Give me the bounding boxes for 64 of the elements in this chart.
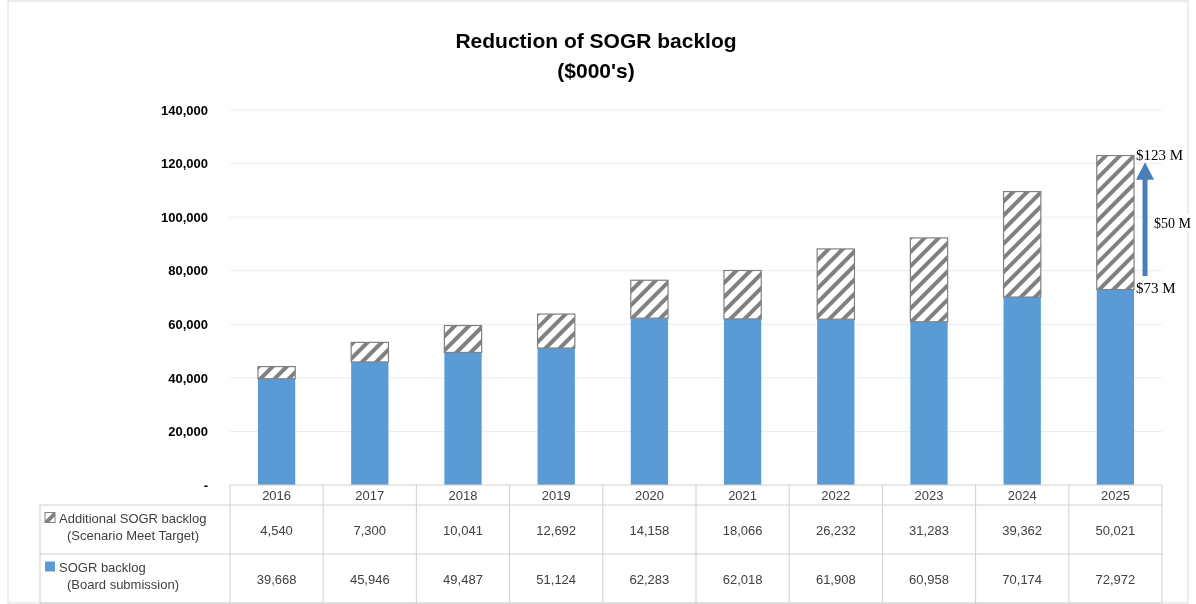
- data-label: 45,946: [349, 571, 390, 587]
- bar: [350, 341, 390, 363]
- data-label: 39,362: [1002, 522, 1043, 538]
- y-tick-label: 100,000: [161, 209, 208, 225]
- bar: [536, 313, 576, 349]
- data-label: 14,158: [629, 522, 670, 538]
- data-label: 49,487: [443, 571, 483, 587]
- y-tick-label: 60,000: [168, 316, 208, 332]
- bar: [630, 318, 669, 485]
- x-tick-label: 2019: [541, 488, 571, 503]
- data-label: 10,041: [443, 522, 483, 538]
- x-tick-label: 2023: [914, 488, 944, 503]
- bar: [1096, 289, 1135, 485]
- y-tick-label: -: [203, 477, 208, 493]
- data-label: 26,232: [815, 522, 856, 538]
- bar: [443, 324, 483, 354]
- data-label: 7,300: [353, 522, 387, 538]
- x-tick-label: 2022: [821, 488, 851, 503]
- y-tick-label: 80,000: [168, 263, 208, 279]
- chart-subtitle: ($000's): [557, 59, 635, 82]
- bar: [1003, 297, 1041, 485]
- bar: [537, 348, 575, 485]
- legend-label: SOGR backlog (Board submission): [59, 559, 179, 592]
- bar: [630, 279, 669, 319]
- x-tick-label: 2020: [634, 488, 664, 503]
- data-label: 4,540: [260, 522, 293, 538]
- bar: [1002, 191, 1042, 298]
- y-tick-label: 120,000: [161, 156, 208, 172]
- x-tick-label: 2024: [1007, 488, 1037, 503]
- chart-title: Reduction of SOGR backlog: [455, 29, 737, 52]
- data-label: 31,283: [909, 522, 949, 538]
- x-tick-label: 2016: [262, 488, 292, 503]
- bar: [816, 248, 856, 320]
- bar: [723, 318, 762, 485]
- x-tick-label: 2025: [1100, 488, 1130, 503]
- data-label: 70,174: [1002, 571, 1043, 587]
- legend-label: Additional SOGR backlog (Scenario Meet Target): [59, 510, 207, 543]
- bar: [910, 321, 948, 485]
- data-label: 50,021: [1095, 522, 1136, 538]
- bar: [444, 352, 482, 485]
- data-label: 39,668: [256, 571, 297, 587]
- data-label: 61,908: [815, 571, 856, 587]
- bar: [257, 378, 296, 485]
- data-label: 12,692: [536, 522, 577, 538]
- bar: [351, 361, 389, 485]
- x-tick-label: 2021: [728, 488, 758, 503]
- bar: [723, 269, 762, 320]
- y-tick-label: 140,000: [161, 102, 208, 118]
- annotation: $73 M: [1136, 280, 1176, 297]
- annotation: $123 M: [1136, 146, 1184, 163]
- bar: [817, 319, 855, 485]
- data-label: 51,124: [536, 571, 577, 587]
- y-tick-label: 40,000: [168, 370, 208, 386]
- y-tick-label: 20,000: [168, 424, 208, 440]
- annotation: $50 M: [1154, 215, 1192, 231]
- bar: [909, 237, 949, 323]
- bar: [257, 365, 296, 380]
- x-tick-label: 2017: [355, 488, 385, 503]
- data-label: 60,958: [909, 571, 949, 587]
- data-label: 18,066: [722, 522, 763, 538]
- data-label: 72,972: [1095, 571, 1136, 587]
- data-label: 62,283: [629, 571, 670, 587]
- data-label: 62,018: [722, 571, 763, 587]
- x-tick-label: 2018: [448, 488, 478, 503]
